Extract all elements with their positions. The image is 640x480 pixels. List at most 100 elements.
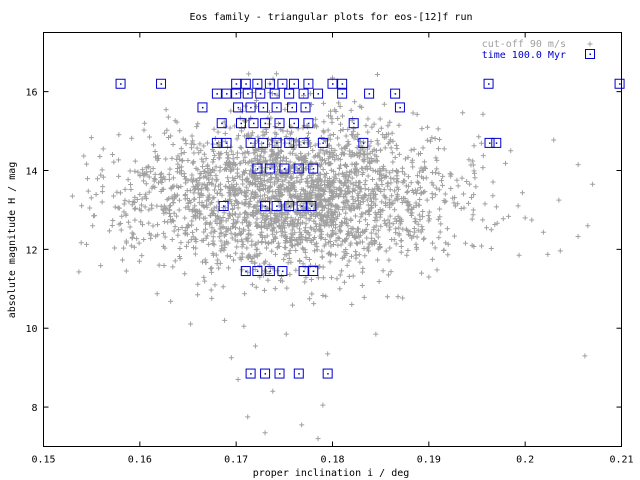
cutoff-point — [320, 128, 326, 134]
cutoff-point — [327, 136, 333, 142]
cutoff-point — [265, 136, 271, 142]
cutoff-point — [288, 183, 294, 189]
cutoff-point — [472, 175, 478, 181]
cutoff-point — [341, 279, 347, 285]
legend-plus-marker — [587, 41, 593, 47]
cutoff-point — [585, 223, 591, 229]
cutoff-point — [391, 176, 397, 182]
cutoff-point — [470, 212, 476, 218]
cutoff-point — [174, 213, 180, 219]
cutoff-point — [88, 135, 94, 141]
cutoff-point — [353, 240, 359, 246]
cutoff-point — [282, 212, 288, 218]
cutoff-point — [350, 181, 356, 187]
cutoff-point — [375, 257, 381, 263]
cutoff-point — [194, 177, 200, 183]
cutoff-point — [590, 181, 596, 187]
cutoff-point — [490, 179, 496, 185]
time-point — [258, 102, 269, 113]
time-point — [245, 102, 256, 113]
time-point — [303, 78, 314, 89]
cutoff-point — [346, 189, 352, 195]
cutoff-point — [229, 182, 235, 188]
cutoff-point — [385, 217, 391, 223]
y-tick-label: 8 — [31, 403, 37, 414]
cutoff-point — [343, 176, 349, 182]
cutoff-point — [294, 168, 300, 174]
cutoff-point — [160, 207, 166, 213]
cutoff-point — [261, 287, 267, 293]
time-point — [327, 78, 338, 89]
cutoff-point — [349, 149, 355, 155]
cutoff-point — [458, 205, 464, 211]
cutoff-point — [367, 165, 373, 171]
cutoff-point — [348, 153, 354, 159]
cutoff-point — [204, 185, 210, 191]
cutoff-point — [318, 198, 324, 204]
cutoff-point — [158, 170, 164, 176]
cutoff-point — [214, 261, 220, 267]
cutoff-point — [326, 239, 332, 245]
cutoff-point — [390, 138, 396, 144]
cutoff-point — [209, 181, 215, 187]
cutoff-point — [305, 230, 311, 236]
cutoff-point — [336, 142, 342, 148]
cutoff-point — [287, 180, 293, 186]
cutoff-point — [300, 261, 306, 267]
cutoff-point — [381, 192, 387, 198]
cutoff-point — [161, 210, 167, 216]
cutoff-point — [142, 194, 148, 200]
cutoff-point — [222, 240, 228, 246]
y-tick-label: 14 — [25, 167, 37, 178]
cutoff-point — [387, 187, 393, 193]
cutoff-point — [434, 166, 440, 172]
cutoff-point — [410, 164, 416, 170]
cutoff-point — [383, 203, 389, 209]
cutoff-point — [396, 151, 402, 157]
cutoff-point — [168, 217, 174, 223]
cutoff-point — [240, 172, 246, 178]
cutoff-point — [132, 168, 138, 174]
cutoff-point — [418, 270, 424, 276]
cutoff-point — [341, 172, 347, 178]
cutoff-point — [325, 127, 331, 133]
cutoff-point — [162, 176, 168, 182]
cutoff-point — [258, 224, 264, 230]
cutoff-point — [199, 182, 205, 188]
cutoff-point — [224, 166, 230, 172]
cutoff-point — [218, 186, 224, 192]
cutoff-point — [211, 228, 217, 234]
time-point — [284, 200, 295, 211]
cutoff-point — [289, 227, 295, 233]
cutoff-point — [551, 137, 557, 143]
cutoff-point — [352, 188, 358, 194]
cutoff-point — [333, 109, 339, 115]
cutoff-point — [235, 205, 241, 211]
cutoff-point — [189, 145, 195, 151]
cutoff-point — [213, 173, 219, 179]
cutoff-point — [414, 111, 420, 117]
cutoff-point — [281, 154, 287, 160]
cutoff-point — [371, 157, 377, 163]
cutoff-point — [363, 123, 369, 129]
cutoff-point — [240, 151, 246, 157]
cutoff-point — [434, 157, 440, 163]
cutoff-point — [225, 178, 231, 184]
cutoff-point — [129, 135, 135, 141]
cutoff-point — [128, 187, 134, 193]
x-tick-label: 0.16 — [128, 455, 152, 466]
cutoff-point — [212, 183, 218, 189]
cutoff-point — [349, 131, 355, 137]
cutoff-point — [118, 221, 124, 227]
cutoff-point — [306, 197, 312, 203]
cutoff-point — [111, 159, 117, 165]
cutoff-point — [326, 250, 332, 256]
cutoff-point — [392, 216, 398, 222]
cutoff-point — [366, 158, 372, 164]
cutoff-point — [228, 191, 234, 197]
cutoff-point — [126, 199, 132, 205]
cutoff-point — [336, 165, 342, 171]
cutoff-point — [191, 196, 197, 202]
cutoff-point — [332, 225, 338, 231]
cutoff-point — [325, 183, 331, 189]
